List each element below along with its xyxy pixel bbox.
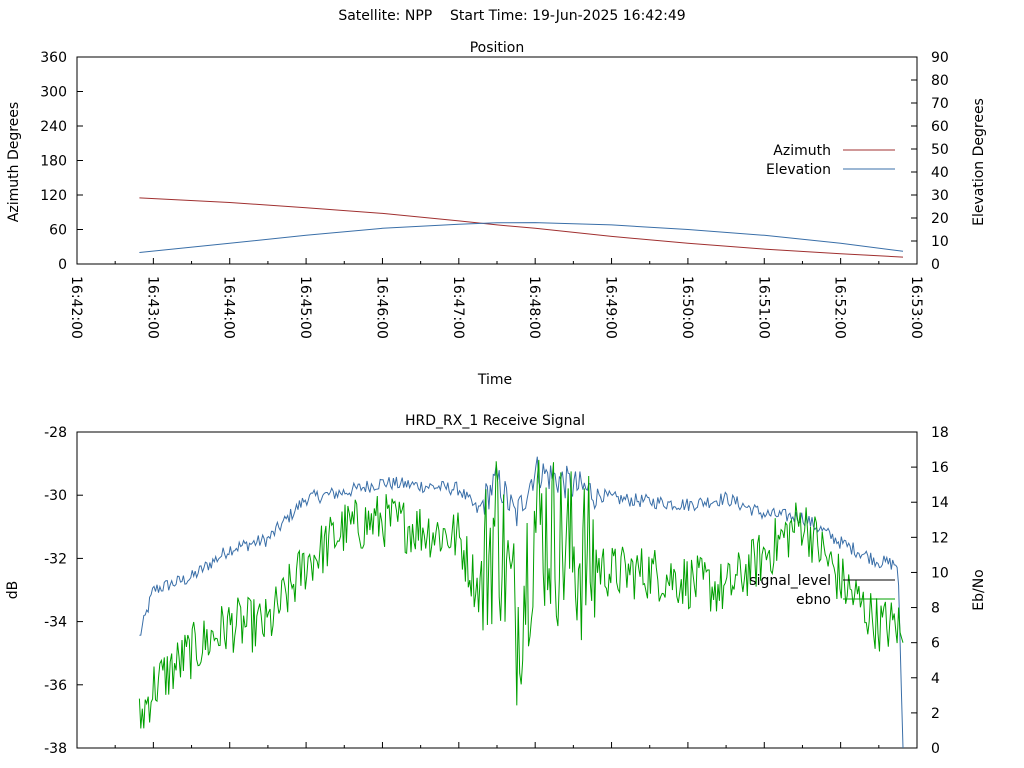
signal-y-tick-label: -28 bbox=[44, 425, 67, 441]
chart-header: Satellite: NPP Start Time: 19-Jun-2025 1… bbox=[0, 8, 1024, 24]
start-time-label: Start Time: 19-Jun-2025 16:42:49 bbox=[450, 8, 686, 24]
position-series bbox=[139, 197, 904, 258]
series-line-azimuth bbox=[139, 197, 904, 258]
legend-label-elevation: Elevation bbox=[766, 162, 831, 178]
signal-chart-title: HRD_RX_1 Receive Signal bbox=[405, 413, 585, 429]
position-x-tick-label: 16:44:00 bbox=[221, 276, 237, 339]
position-x-tick-label: 16:42:00 bbox=[68, 276, 84, 339]
position-y2-tick-label: 40 bbox=[931, 165, 949, 181]
series-line-elevation bbox=[139, 222, 904, 253]
position-x-tick-label: 16:51:00 bbox=[755, 276, 771, 339]
position-y-axis-label: Azimuth Degrees bbox=[6, 102, 22, 222]
series-line-signal-level bbox=[139, 456, 904, 749]
signal-y2-axis-label: Eb/No bbox=[971, 569, 987, 611]
position-x-axis-label: Time bbox=[477, 372, 512, 388]
legend-label-ebno: ebno bbox=[796, 592, 831, 608]
signal-y2-tick-label: 10 bbox=[931, 565, 949, 581]
position-y2-tick-label: 90 bbox=[931, 50, 949, 66]
position-y2-axis-label: Elevation Degrees bbox=[971, 98, 987, 226]
position-x-tick-label: 16:50:00 bbox=[679, 276, 695, 339]
position-x-tick-label: 16:49:00 bbox=[603, 276, 619, 339]
position-x-tick-label: 16:46:00 bbox=[373, 276, 389, 339]
signal-y2-tick-label: 18 bbox=[931, 425, 949, 441]
position-y-tick-label: 240 bbox=[40, 119, 67, 135]
signal-y2-tick-label: 4 bbox=[931, 671, 940, 687]
position-y2-tick-label: 70 bbox=[931, 96, 949, 112]
position-y2-axis: 0 10 20 30 40 50 60 70 80 90 bbox=[911, 50, 949, 273]
position-legend: Azimuth Elevation bbox=[766, 143, 895, 178]
position-y2-tick-label: 30 bbox=[931, 188, 949, 204]
position-y-tick-label: 0 bbox=[58, 257, 67, 273]
series-line-ebno bbox=[138, 459, 904, 729]
signal-series bbox=[138, 456, 904, 749]
signal-y2-axis: 0 2 4 6 8 10 12 14 16 18 bbox=[911, 425, 949, 757]
signal-y-tick-label: -30 bbox=[44, 488, 67, 504]
position-x-tick-label: 16:47:00 bbox=[450, 276, 466, 339]
position-x-axis: 16:42:00 16:43:00 16:44:00 16:45:00 16:46:00… bbox=[68, 258, 924, 339]
position-plot-frame bbox=[76, 56, 918, 265]
position-chart-title: Position bbox=[470, 40, 525, 56]
position-y-tick-label: 300 bbox=[40, 85, 67, 101]
legend-label-signal-level: signal_level bbox=[749, 573, 831, 589]
position-y-axis: 0 60 120 180 240 300 360 bbox=[40, 50, 83, 273]
position-y-tick-label: 120 bbox=[40, 188, 67, 204]
position-y2-tick-label: 10 bbox=[931, 234, 949, 250]
position-x-tick-label: 16:52:00 bbox=[832, 276, 848, 339]
signal-y2-tick-label: 6 bbox=[931, 636, 940, 652]
position-y-tick-label: 60 bbox=[49, 223, 67, 239]
signal-x-axis bbox=[76, 742, 918, 748]
position-x-tick-label: 16:43:00 bbox=[144, 276, 160, 339]
signal-y2-tick-label: 8 bbox=[931, 601, 940, 617]
signal-y-tick-label: -38 bbox=[44, 741, 67, 757]
position-y2-tick-label: 50 bbox=[931, 142, 949, 158]
signal-y-tick-label: -34 bbox=[44, 615, 67, 631]
signal-chart: HRD_RX_1 Receive Signal -38-36-34-32-30-… bbox=[5, 413, 987, 757]
satellite-label: Satellite: NPP bbox=[338, 8, 433, 24]
position-y-tick-label: 360 bbox=[40, 50, 67, 66]
signal-y2-tick-label: 2 bbox=[931, 706, 940, 722]
signal-y2-tick-label: 12 bbox=[931, 530, 949, 546]
signal-y-tick-label: -36 bbox=[44, 678, 67, 694]
legend-label-azimuth: Azimuth bbox=[773, 143, 831, 159]
position-y-tick-label: 180 bbox=[40, 154, 67, 170]
position-x-tick-label: 16:53:00 bbox=[908, 276, 924, 339]
signal-y2-tick-label: 16 bbox=[931, 460, 949, 476]
position-y2-tick-label: 60 bbox=[931, 119, 949, 135]
position-y2-tick-label: 80 bbox=[931, 73, 949, 89]
position-chart: Position 0 60 120 180 240 300 360 0 10 20 30 40 50 6… bbox=[6, 40, 987, 388]
position-y2-tick-label: 20 bbox=[931, 211, 949, 227]
position-x-tick-label: 16:48:00 bbox=[526, 276, 542, 339]
signal-y-tick-label: -32 bbox=[44, 551, 67, 567]
signal-y2-tick-label: 14 bbox=[931, 495, 949, 511]
position-y2-tick-label: 0 bbox=[931, 257, 940, 273]
signal-y-axis-label: dB bbox=[5, 581, 21, 600]
signal-y2-tick-label: 0 bbox=[931, 741, 940, 757]
signal-y-axis: -38 -36 -34 -32 -30 -28 bbox=[44, 425, 83, 757]
position-x-tick-label: 16:45:00 bbox=[297, 276, 313, 339]
